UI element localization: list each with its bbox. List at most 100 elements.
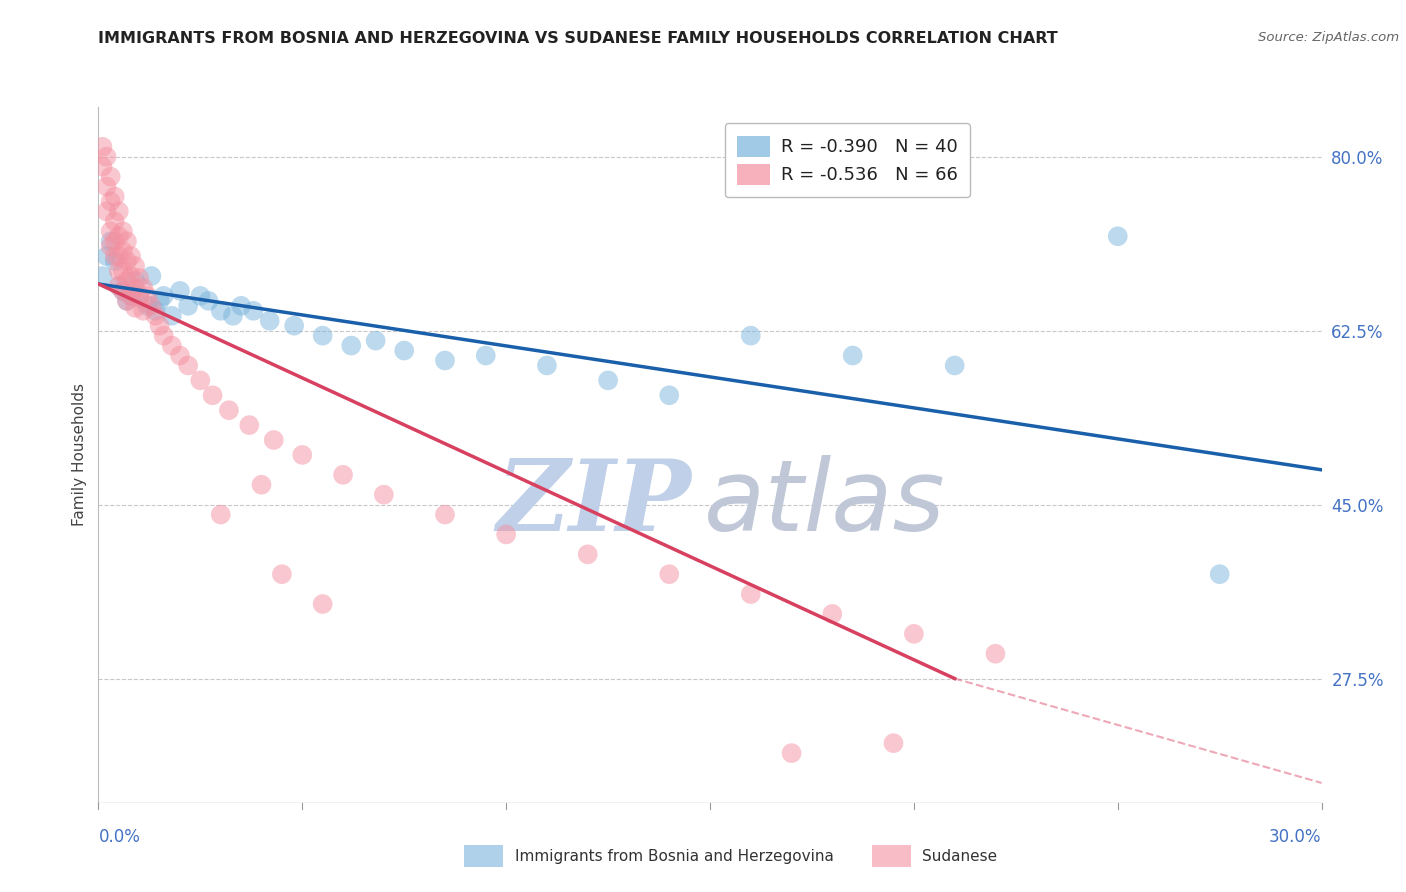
Point [132, 281, 155, 295]
Point [188, 289, 212, 303]
Point [201, 388, 224, 402]
Point [197, 293, 219, 308]
Legend: R = -0.390   N = 40, R = -0.536   N = 66: R = -0.390 N = 40, R = -0.536 N = 66 [724, 123, 970, 197]
Point [100, 234, 122, 248]
Point [100, 239, 122, 253]
Point [104, 189, 127, 203]
Point [658, 567, 681, 582]
Point [238, 418, 260, 433]
Point [263, 433, 285, 447]
Point [177, 299, 200, 313]
Point [100, 169, 122, 184]
Point [218, 403, 240, 417]
Text: 0.0%: 0.0% [98, 828, 141, 846]
Point [259, 314, 281, 328]
Point [104, 254, 127, 268]
Point [188, 373, 212, 387]
Point [128, 291, 150, 305]
Point [209, 508, 232, 522]
Point [96, 249, 118, 263]
Point [231, 299, 253, 313]
Point [111, 244, 134, 259]
Point [124, 281, 146, 295]
Point [160, 338, 183, 352]
Point [474, 349, 498, 363]
Point [141, 268, 163, 283]
Point [136, 289, 159, 303]
Point [100, 194, 122, 209]
Point [132, 303, 155, 318]
Point [145, 303, 167, 318]
Point [1107, 229, 1129, 244]
Point [576, 547, 599, 561]
Text: atlas: atlas [704, 455, 946, 552]
Point [658, 388, 681, 402]
Point [740, 328, 762, 343]
Point [495, 527, 517, 541]
Point [242, 303, 264, 318]
Text: Immigrants from Bosnia and Herzegovina: Immigrants from Bosnia and Herzegovina [515, 849, 834, 863]
Point [115, 293, 138, 308]
Point [111, 224, 134, 238]
Point [984, 647, 1007, 661]
Point [120, 249, 142, 263]
Point [115, 254, 138, 268]
Text: IMMIGRANTS FROM BOSNIA AND HERZEGOVINA VS SUDANESE FAMILY HOUSEHOLDS CORRELATION: IMMIGRANTS FROM BOSNIA AND HERZEGOVINA V… [98, 31, 1059, 46]
Point [780, 746, 803, 760]
Point [364, 334, 387, 348]
Point [149, 318, 172, 333]
Y-axis label: Family Households: Family Households [72, 384, 87, 526]
Point [283, 318, 305, 333]
Point [903, 627, 925, 641]
Point [91, 268, 114, 283]
Text: ZIP: ZIP [496, 456, 692, 552]
Point [91, 140, 114, 154]
Point [373, 488, 395, 502]
Point [392, 343, 416, 358]
Point [124, 274, 146, 288]
Point [104, 249, 127, 263]
Point [332, 467, 354, 482]
Point [740, 587, 762, 601]
Point [108, 264, 131, 278]
Point [434, 508, 457, 522]
Point [169, 349, 191, 363]
Point [177, 359, 200, 373]
Point [108, 249, 131, 263]
Point [149, 293, 172, 308]
Point [598, 373, 620, 387]
Point [100, 224, 122, 238]
Point [141, 299, 163, 313]
Point [841, 349, 863, 363]
Point [222, 309, 245, 323]
Point [209, 303, 232, 318]
Point [160, 309, 183, 323]
Point [270, 567, 294, 582]
Point [1209, 567, 1232, 582]
Point [91, 160, 114, 174]
Point [111, 284, 134, 298]
Point [124, 259, 146, 273]
Point [340, 338, 363, 352]
Point [312, 597, 335, 611]
Point [291, 448, 314, 462]
Point [115, 234, 138, 248]
Point [152, 289, 174, 303]
Point [120, 268, 142, 283]
Point [128, 289, 150, 303]
Point [96, 179, 118, 194]
Point [111, 264, 134, 278]
Point [821, 607, 844, 621]
Point [108, 229, 131, 244]
Point [169, 284, 191, 298]
Text: 30.0%: 30.0% [1270, 828, 1322, 846]
Point [152, 328, 174, 343]
Point [943, 359, 966, 373]
Point [115, 274, 138, 288]
Point [111, 284, 134, 298]
Text: Source: ZipAtlas.com: Source: ZipAtlas.com [1258, 31, 1399, 45]
Point [108, 204, 131, 219]
Point [124, 301, 146, 315]
Point [536, 359, 558, 373]
Point [96, 204, 118, 219]
